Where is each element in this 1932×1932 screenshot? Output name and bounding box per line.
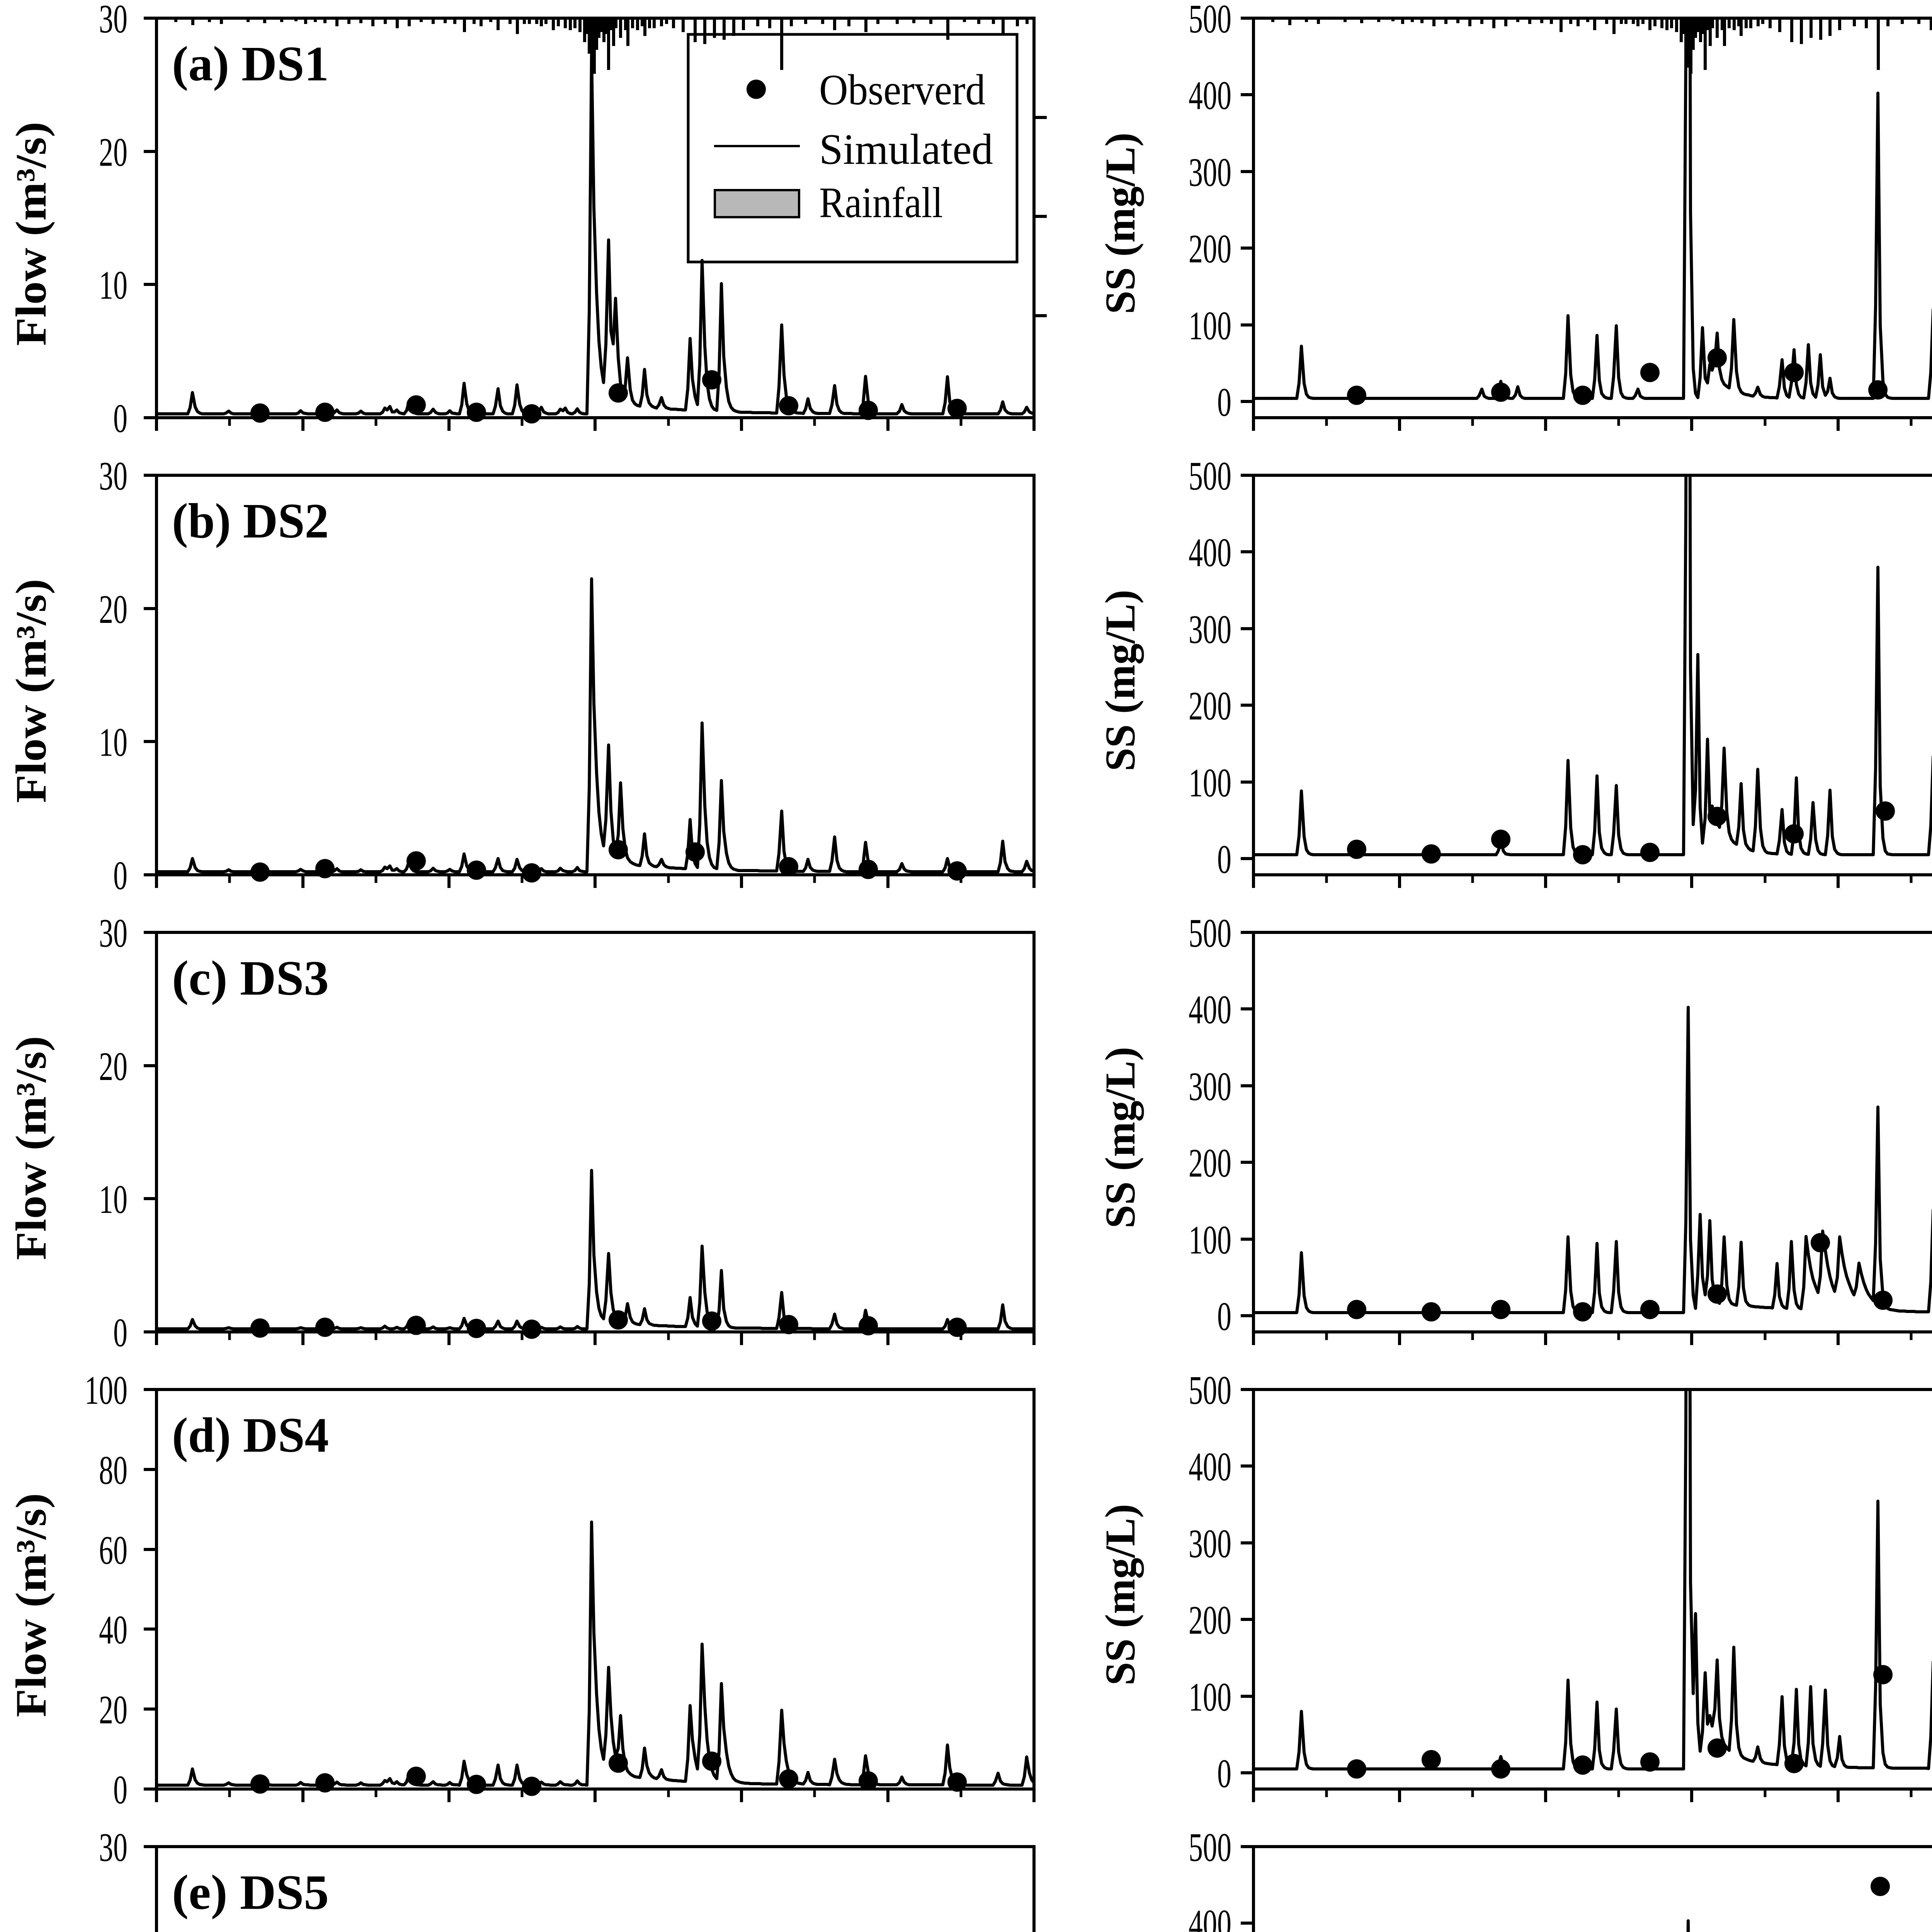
svg-text:20: 20 — [99, 1044, 128, 1089]
svg-text:20: 20 — [99, 1687, 128, 1732]
svg-text:0: 0 — [1217, 379, 1231, 425]
svg-text:500: 500 — [1189, 1367, 1231, 1413]
svg-text:(b) DS2: (b) DS2 — [172, 493, 329, 548]
svg-text:20: 20 — [99, 129, 128, 175]
svg-text:SS (mg/L): SS (mg/L) — [1097, 1047, 1144, 1228]
svg-text:(c) DS3: (c) DS3 — [172, 951, 329, 1005]
svg-text:100: 100 — [1189, 1674, 1231, 1719]
svg-text:0: 0 — [113, 1310, 128, 1355]
svg-text:Rainfall: Rainfall — [819, 179, 943, 227]
svg-text:SS (mg/L): SS (mg/L) — [1097, 590, 1144, 771]
svg-text:30: 30 — [99, 0, 128, 41]
svg-text:0: 0 — [113, 1767, 128, 1812]
svg-text:30: 30 — [99, 453, 128, 498]
svg-text:20: 20 — [99, 587, 128, 632]
svg-text:100: 100 — [1189, 1217, 1231, 1262]
svg-text:200: 200 — [1189, 226, 1231, 271]
svg-text:30: 30 — [99, 1825, 128, 1870]
svg-text:300: 300 — [1189, 607, 1231, 652]
svg-text:Flow (m³/s): Flow (m³/s) — [7, 122, 55, 346]
svg-text:0: 0 — [1217, 837, 1231, 882]
svg-text:60: 60 — [99, 1527, 128, 1573]
svg-text:(e) DS5: (e) DS5 — [172, 1865, 329, 1920]
svg-text:0: 0 — [113, 396, 128, 441]
svg-text:Observerd: Observerd — [819, 66, 985, 114]
svg-text:400: 400 — [1189, 1901, 1231, 1932]
svg-text:30: 30 — [99, 910, 128, 956]
svg-text:(d) DS4: (d) DS4 — [172, 1408, 329, 1463]
svg-text:Flow (m³/s): Flow (m³/s) — [7, 1036, 55, 1260]
svg-text:0: 0 — [113, 853, 128, 898]
svg-text:200: 200 — [1189, 1597, 1231, 1643]
svg-text:300: 300 — [1189, 1521, 1231, 1566]
svg-text:400: 400 — [1189, 1444, 1231, 1489]
svg-text:100: 100 — [85, 1367, 128, 1413]
svg-text:500: 500 — [1189, 453, 1231, 498]
svg-text:100: 100 — [1189, 760, 1231, 805]
svg-text:10: 10 — [99, 1177, 128, 1222]
svg-text:40: 40 — [99, 1607, 128, 1652]
svg-text:500: 500 — [1189, 1825, 1231, 1870]
svg-text:0: 0 — [1217, 1294, 1231, 1339]
svg-text:400: 400 — [1189, 530, 1231, 575]
svg-text:Simulated: Simulated — [819, 126, 993, 173]
svg-text:SS (mg/L): SS (mg/L) — [1097, 133, 1144, 314]
svg-text:SS (mg/L): SS (mg/L) — [1097, 1504, 1144, 1685]
svg-text:100: 100 — [1189, 303, 1231, 348]
svg-text:10: 10 — [99, 719, 128, 765]
svg-text:300: 300 — [1189, 150, 1231, 195]
svg-text:Flow (m³/s): Flow (m³/s) — [7, 1493, 55, 1717]
svg-text:200: 200 — [1189, 683, 1231, 728]
svg-text:(a) DS1: (a) DS1 — [172, 36, 329, 91]
svg-text:300: 300 — [1189, 1064, 1231, 1109]
svg-text:400: 400 — [1189, 987, 1231, 1032]
svg-text:500: 500 — [1189, 910, 1231, 956]
svg-text:400: 400 — [1189, 73, 1231, 118]
svg-text:200: 200 — [1189, 1140, 1231, 1185]
svg-text:80: 80 — [99, 1447, 128, 1493]
svg-text:0: 0 — [1217, 1751, 1231, 1796]
svg-text:10: 10 — [99, 262, 128, 308]
svg-text:Flow (m³/s): Flow (m³/s) — [7, 579, 55, 803]
svg-text:500: 500 — [1189, 0, 1231, 41]
